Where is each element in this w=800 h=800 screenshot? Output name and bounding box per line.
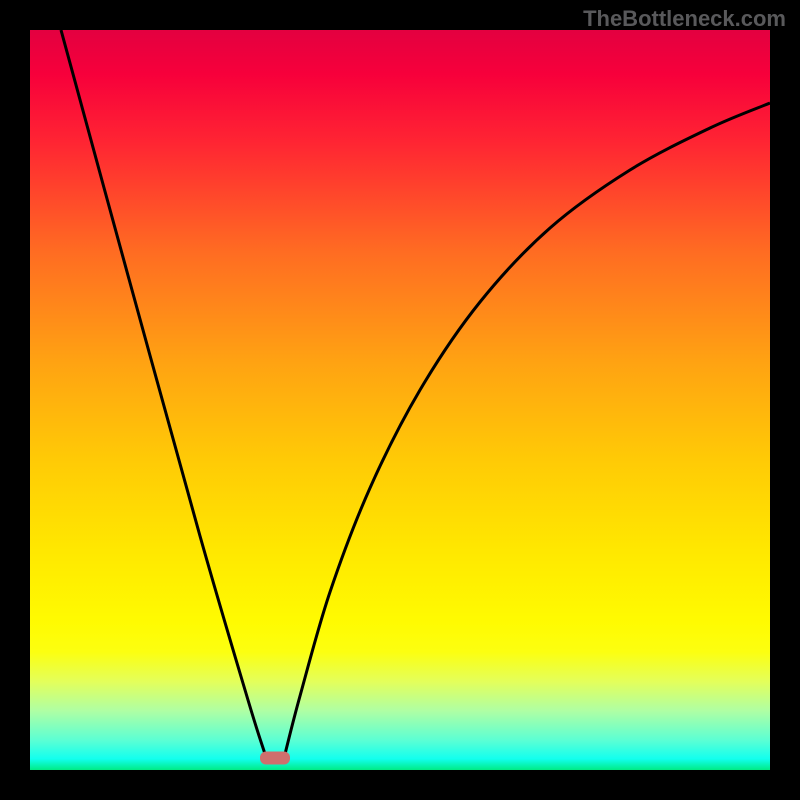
minimum-marker <box>260 752 290 765</box>
chart-container: TheBottleneck.com <box>0 0 800 800</box>
plot-background <box>30 30 770 770</box>
chart-svg <box>0 0 800 800</box>
watermark-text: TheBottleneck.com <box>583 6 786 32</box>
